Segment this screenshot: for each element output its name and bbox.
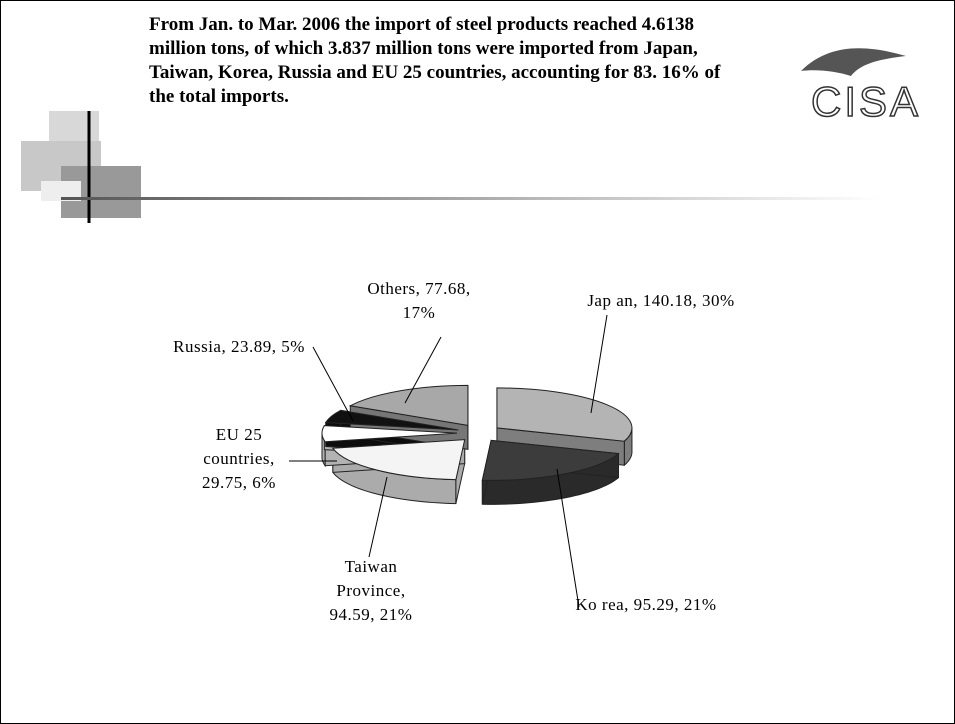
title: From Jan. to Mar. 2006 the import of ste… [149,14,721,107]
leader-line [368,476,388,558]
leader-line [312,346,354,422]
pie-slice [321,425,458,443]
pie-slice [496,387,633,442]
decor-square [41,181,81,201]
logo-text: CISA [811,78,921,125]
pie-slice [324,409,459,431]
pie-slice [481,439,620,481]
data-label: Others, 77.68, 17% [367,279,471,322]
leader-line [590,314,608,414]
pie-tops [321,384,633,481]
data-label: Taiwan Province, 94.59, 21% [329,557,413,624]
data-label: Russia, 23.89, 5% [173,337,305,356]
leader-line [404,336,442,404]
data-label: Ko rea, 95.29, 21% [575,595,717,614]
pie-slice [331,439,466,481]
header-rule [61,197,881,200]
logo: CISA [801,48,921,126]
data-label: Jap an, 140.18, 30% [587,291,735,310]
data-label: EU 25 countries, 29.75, 6% [202,425,276,492]
leader-line [556,468,580,608]
pie-slice [348,384,469,426]
